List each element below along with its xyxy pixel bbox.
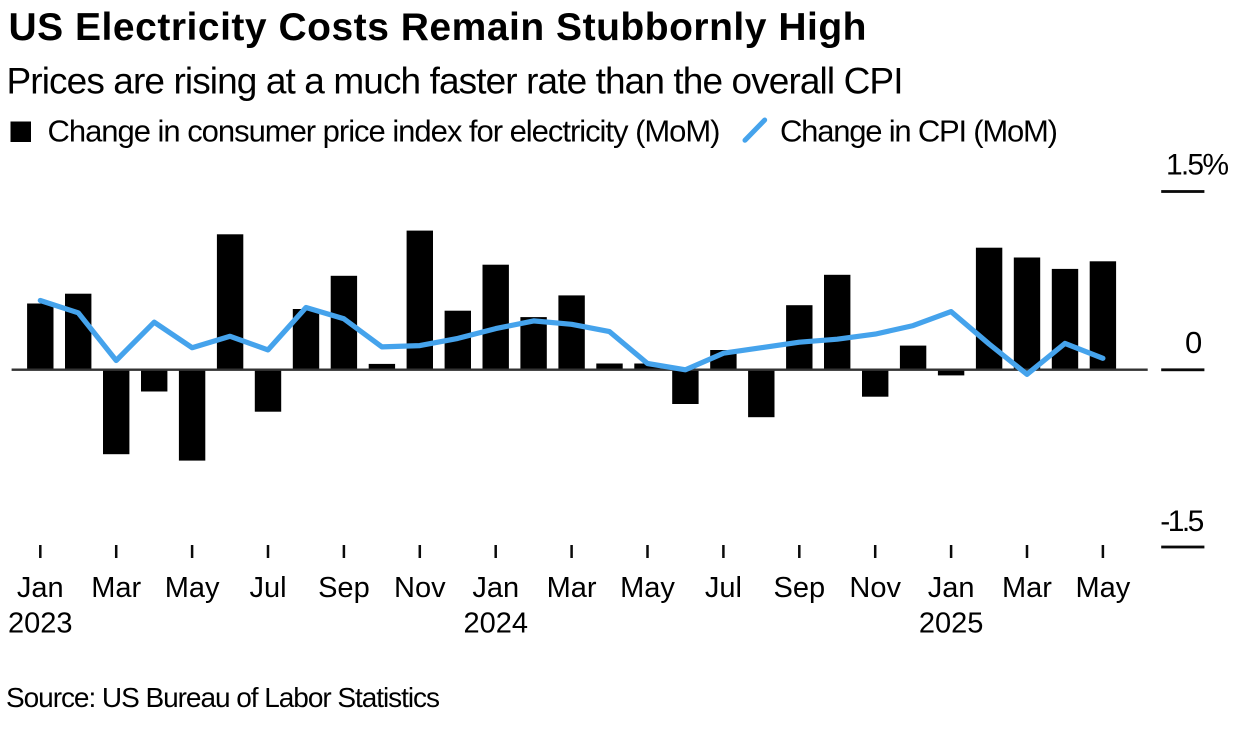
svg-text:Mar: Mar — [1002, 572, 1052, 604]
svg-text:-1.5: -1.5 — [1160, 505, 1204, 538]
svg-text:Jan: Jan — [17, 572, 64, 604]
svg-text:Source: US Bureau of Labor Sta: Source: US Bureau of Labor Statistics — [6, 682, 440, 713]
svg-text:2023: 2023 — [8, 607, 73, 639]
svg-text:Nov: Nov — [394, 572, 446, 604]
svg-text:Jan: Jan — [472, 572, 519, 604]
svg-text:Nov: Nov — [849, 572, 901, 604]
svg-text:Sep: Sep — [318, 572, 370, 604]
svg-text:May: May — [165, 572, 220, 604]
svg-text:Sep: Sep — [773, 572, 825, 604]
svg-text:Jul: Jul — [705, 572, 742, 604]
svg-text:Change in consumer price index: Change in consumer price index for elect… — [48, 114, 721, 149]
svg-text:2025: 2025 — [919, 607, 984, 639]
svg-text:Mar: Mar — [91, 572, 141, 604]
svg-text:Prices are rising at a much fa: Prices are rising at a much faster rate … — [7, 61, 904, 102]
svg-text:US Electricity Costs Remain St: US Electricity Costs Remain Stubbornly H… — [9, 6, 867, 49]
svg-text:1.5%: 1.5% — [1166, 149, 1229, 182]
svg-text:0: 0 — [1185, 325, 1202, 360]
svg-text:Change in CPI (MoM): Change in CPI (MoM) — [780, 114, 1058, 149]
svg-text:May: May — [1076, 572, 1131, 604]
svg-text:Jan: Jan — [928, 572, 975, 604]
svg-text:May: May — [620, 572, 675, 604]
svg-text:2024: 2024 — [463, 607, 528, 639]
svg-text:Mar: Mar — [547, 572, 597, 604]
svg-text:Jul: Jul — [249, 572, 286, 604]
